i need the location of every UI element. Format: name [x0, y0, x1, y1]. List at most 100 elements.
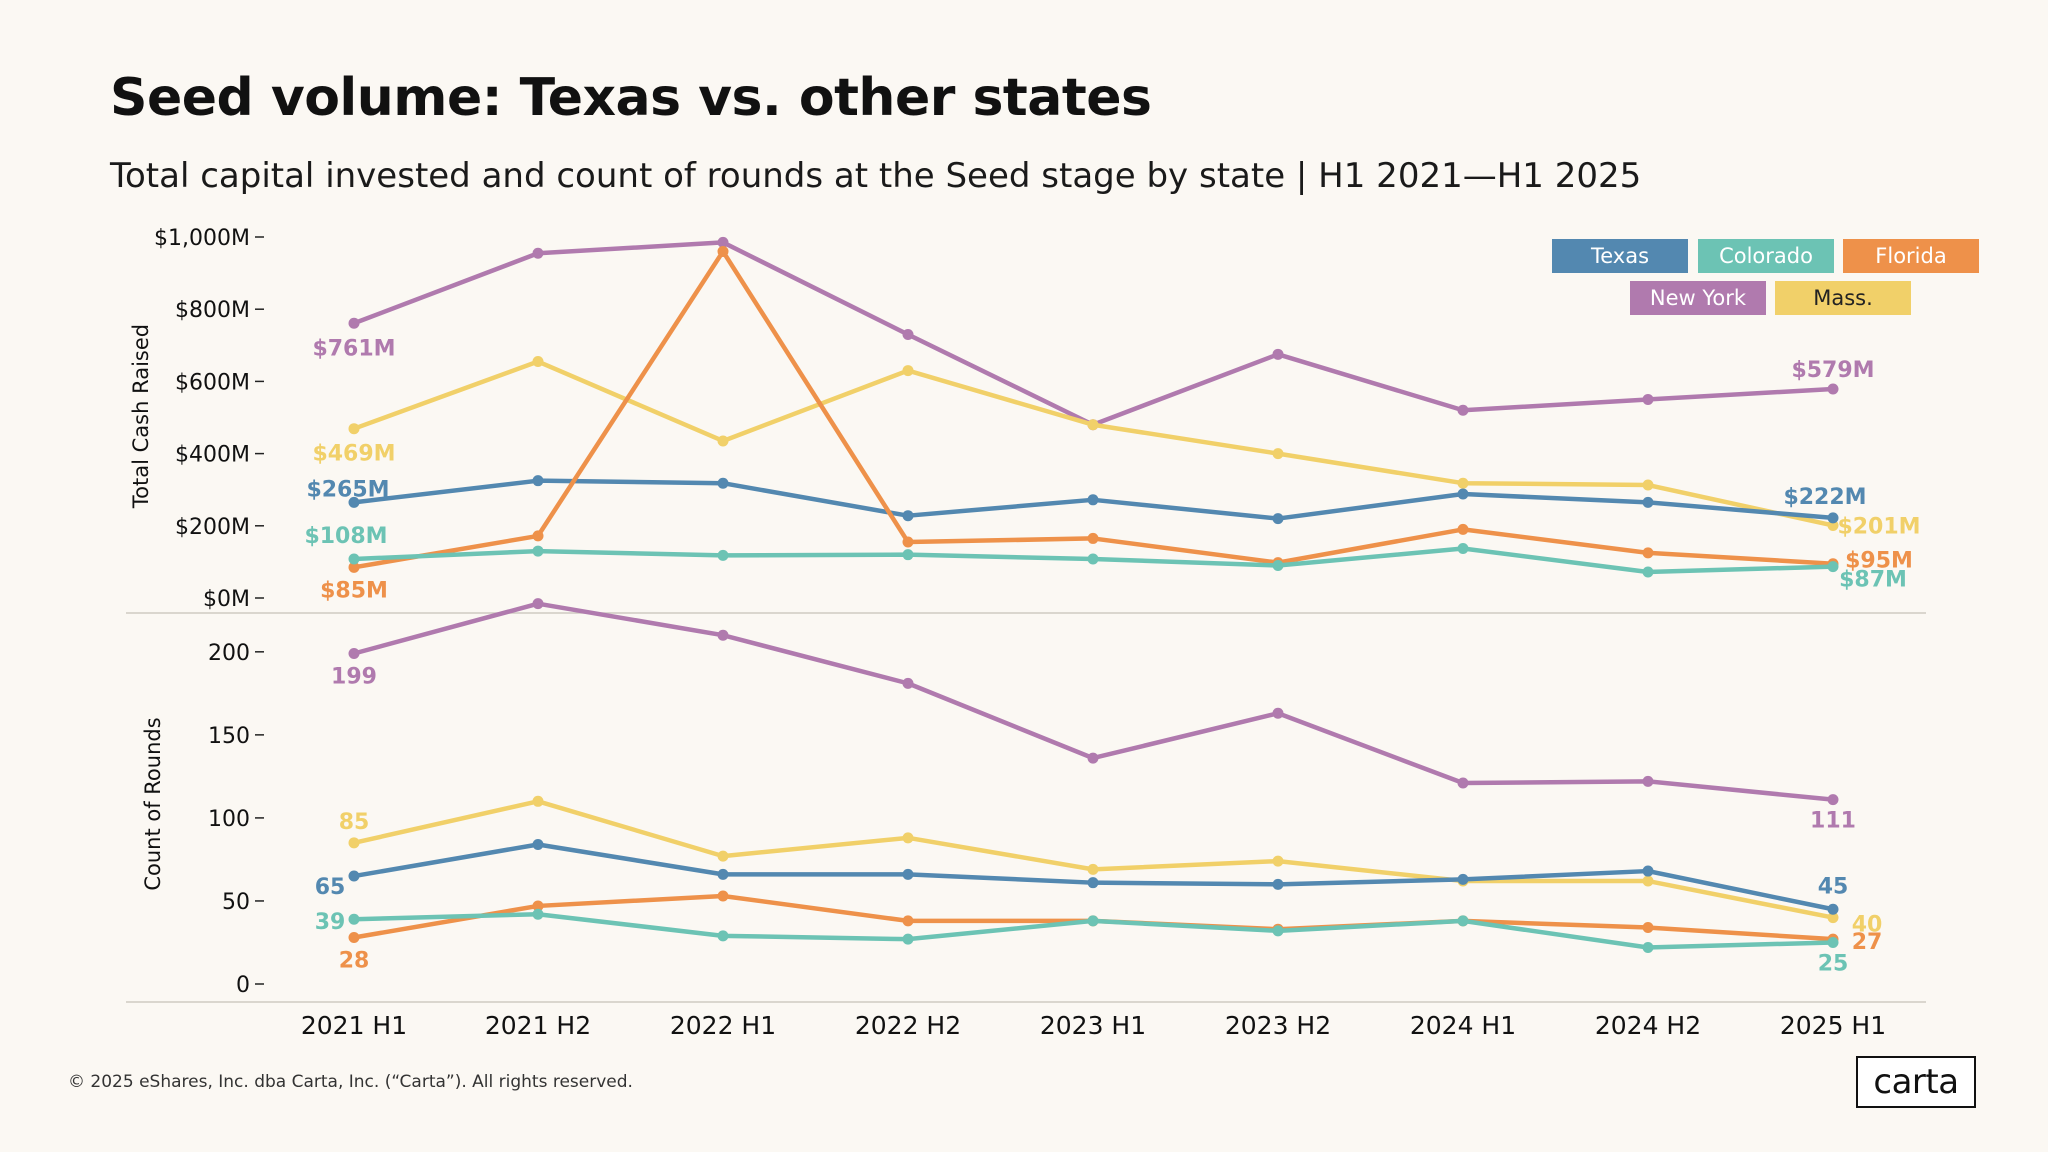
data-point [1457, 404, 1469, 416]
data-point [348, 496, 360, 508]
data-point [348, 913, 360, 925]
data-point [532, 530, 544, 542]
data-point [1457, 477, 1469, 489]
data-point [717, 629, 729, 641]
data-label: $579M [1791, 358, 1874, 383]
data-point [1457, 523, 1469, 535]
data-point [717, 868, 729, 880]
data-point [532, 545, 544, 557]
data-label: 28 [339, 948, 370, 973]
series-line-florida [351, 249, 1836, 570]
data-point [1457, 873, 1469, 885]
data-label: $85M [320, 578, 388, 603]
y-tick-label: $800M [175, 298, 250, 323]
legend-item-new-york: New York [1630, 281, 1766, 315]
data-point [532, 900, 544, 912]
data-point [1087, 532, 1099, 544]
data-point [1272, 448, 1284, 460]
data-point [902, 536, 914, 548]
y-tick-label: $1,000M [154, 226, 250, 251]
data-point [902, 549, 914, 561]
legend-item-mass: Mass. [1775, 281, 1911, 315]
data-point [902, 933, 914, 945]
x-tick-label: 2024 H2 [1595, 1011, 1701, 1040]
data-point [348, 423, 360, 435]
y-tick-label: $0M [203, 587, 250, 612]
data-point [1087, 915, 1099, 927]
data-point [902, 328, 914, 340]
y-axis-label: Total Cash Raised [129, 324, 153, 509]
data-label: 27 [1852, 930, 1883, 955]
data-point [1642, 875, 1654, 887]
copyright-footer: © 2025 eShares, Inc. dba Carta, Inc. (“C… [68, 1072, 633, 1092]
data-point [717, 435, 729, 447]
data-label: $265M [306, 477, 389, 502]
data-label: $95M [1845, 549, 1913, 574]
data-point [1827, 512, 1839, 524]
legend-item-colorado: Colorado [1698, 239, 1834, 273]
data-point [717, 850, 729, 862]
data-label: 111 [1810, 809, 1856, 834]
data-point [717, 477, 729, 489]
y-tick-label: $200M [175, 515, 250, 540]
y-tick-label: 50 [222, 890, 250, 915]
data-label: 199 [331, 664, 377, 689]
data-point [1272, 513, 1284, 525]
legend-item-florida: Florida [1843, 239, 1979, 273]
data-point [532, 598, 544, 610]
data-label: 40 [1852, 913, 1883, 938]
data-point [1087, 553, 1099, 565]
data-point [348, 837, 360, 849]
data-point [717, 930, 729, 942]
data-label: 45 [1818, 874, 1849, 899]
x-tick-label: 2023 H1 [1040, 1011, 1146, 1040]
data-point [1642, 393, 1654, 405]
data-point [348, 317, 360, 329]
data-point [1827, 561, 1839, 573]
data-point [1642, 566, 1654, 578]
data-point [902, 915, 914, 927]
data-point [902, 365, 914, 377]
data-point [532, 838, 544, 850]
data-point [1087, 877, 1099, 889]
x-tick-label: 2024 H1 [1410, 1011, 1516, 1040]
x-tick-label: 2025 H1 [1780, 1011, 1886, 1040]
x-tick-label: 2022 H2 [855, 1011, 961, 1040]
data-point [1642, 479, 1654, 491]
y-tick-label: 100 [208, 807, 250, 832]
data-point [902, 677, 914, 689]
data-point [1457, 777, 1469, 789]
data-point [1272, 707, 1284, 719]
data-label: $201M [1837, 514, 1920, 539]
data-point [1457, 543, 1469, 555]
data-point [717, 236, 729, 248]
data-label: $761M [312, 336, 395, 361]
data-point [1642, 865, 1654, 877]
data-point [1642, 941, 1654, 953]
data-point [348, 553, 360, 565]
data-point [1272, 348, 1284, 360]
x-tick-label: 2023 H2 [1225, 1011, 1331, 1040]
data-point [717, 245, 729, 257]
data-point [348, 870, 360, 882]
data-point [1087, 494, 1099, 506]
data-label: $108M [304, 524, 387, 549]
data-label: 39 [315, 910, 346, 935]
data-point [532, 908, 544, 920]
series-line-texas [351, 842, 1836, 912]
data-point [902, 510, 914, 522]
data-point [1087, 863, 1099, 875]
data-point [1642, 496, 1654, 508]
data-point [532, 247, 544, 259]
series-line-mass [351, 799, 1836, 920]
data-point [348, 931, 360, 943]
data-point [1272, 560, 1284, 572]
data-label: 85 [339, 810, 370, 835]
y-tick-label: 0 [236, 973, 250, 998]
data-point [1827, 794, 1839, 806]
data-point [1087, 752, 1099, 764]
chart-subtitle: Total capital invested and count of roun… [110, 156, 1642, 196]
data-point [1457, 488, 1469, 500]
data-point [1827, 519, 1839, 531]
data-point [1272, 925, 1284, 937]
